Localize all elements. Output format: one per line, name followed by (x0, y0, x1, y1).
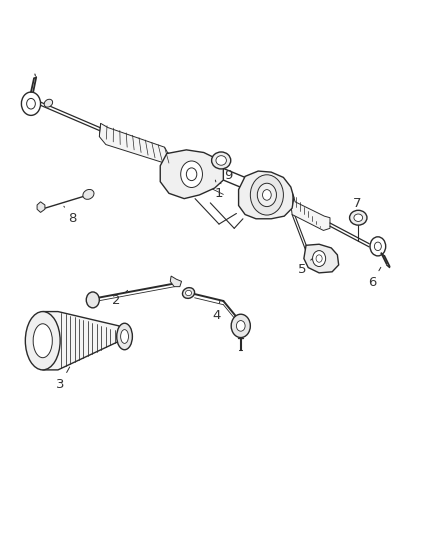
Ellipse shape (212, 152, 231, 169)
Polygon shape (160, 150, 223, 199)
Ellipse shape (44, 99, 53, 107)
Circle shape (27, 99, 35, 109)
Ellipse shape (216, 156, 226, 165)
Circle shape (231, 314, 251, 337)
Ellipse shape (33, 324, 52, 358)
Circle shape (370, 237, 386, 256)
Circle shape (316, 255, 322, 262)
Ellipse shape (117, 323, 132, 350)
Text: 6: 6 (368, 268, 381, 289)
Circle shape (251, 175, 283, 215)
Circle shape (257, 183, 276, 207)
Text: 7: 7 (353, 197, 362, 217)
Circle shape (186, 168, 197, 181)
Ellipse shape (120, 329, 128, 343)
Text: 2: 2 (113, 290, 127, 308)
Text: 1: 1 (215, 180, 223, 200)
Circle shape (86, 292, 99, 308)
Polygon shape (304, 244, 339, 273)
Ellipse shape (25, 312, 60, 370)
Text: 8: 8 (64, 206, 77, 225)
Ellipse shape (183, 288, 194, 298)
Polygon shape (43, 312, 122, 370)
Circle shape (181, 161, 202, 188)
Text: 5: 5 (297, 259, 312, 276)
Circle shape (262, 190, 271, 200)
Circle shape (374, 242, 381, 251)
Polygon shape (37, 202, 45, 213)
Ellipse shape (350, 211, 367, 225)
Text: 4: 4 (212, 301, 221, 322)
Circle shape (237, 320, 245, 331)
Polygon shape (239, 171, 294, 219)
Polygon shape (170, 276, 182, 287)
Ellipse shape (354, 214, 363, 221)
Polygon shape (291, 192, 330, 230)
Text: 9: 9 (223, 163, 233, 182)
Polygon shape (99, 123, 169, 163)
Text: 3: 3 (56, 367, 70, 391)
Circle shape (313, 251, 325, 266)
Ellipse shape (83, 189, 94, 199)
Ellipse shape (185, 290, 191, 296)
Circle shape (21, 92, 41, 115)
